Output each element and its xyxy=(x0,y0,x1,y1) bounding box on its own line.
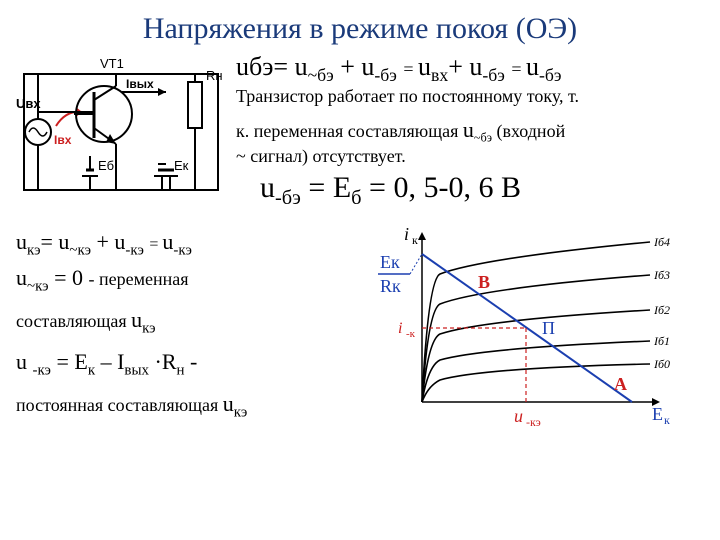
svg-text:-кэ: -кэ xyxy=(526,415,541,429)
svg-text:П: П xyxy=(542,318,555,338)
svg-text:E: E xyxy=(652,404,663,424)
svg-text:Uвх: Uвх xyxy=(16,96,41,111)
svg-text:u: u xyxy=(514,406,523,426)
svg-text:Iб2: Iб2 xyxy=(653,303,670,317)
circuit-diagram: VT1 Rн Uвх Iвх Iвых Еб Ек xyxy=(16,52,226,222)
svg-text:i: i xyxy=(404,226,409,244)
equation-uke-dc: u -кэ = Ек – Iвых ·Rн - xyxy=(16,346,376,382)
svg-text:-к: -к xyxy=(406,328,416,340)
svg-text:Ек: Ек xyxy=(174,158,189,173)
page-title: Напряжения в режиме покоя (ОЭ) xyxy=(16,12,704,46)
svg-text:Iб3: Iб3 xyxy=(653,268,670,282)
note-line-3: ~ сигнал) отсутствует. xyxy=(236,146,704,167)
svg-text:Iвых: Iвых xyxy=(126,77,154,91)
equation-eb: u-бэ = Еб = 0, 5-0, 6 В xyxy=(260,171,704,210)
iv-characteristics-chart: iкEкEкRкIб0Iб1Iб2Iб3Iб4ВПАi-кu-кэ xyxy=(376,226,704,446)
text-ac-component: составляющая uкэ xyxy=(16,304,376,340)
svg-text:Еб: Еб xyxy=(98,158,114,173)
equation-uke: uкэ= u~кэ + u-кэ = u-кэ xyxy=(16,226,376,262)
svg-text:к: к xyxy=(412,233,418,247)
svg-text:Iб1: Iб1 xyxy=(653,334,670,348)
equation-ube: uбэ= u~бэ + u-бэ = uвх+ u-бэ = u-бэ xyxy=(236,52,704,86)
svg-text:Iб0: Iб0 xyxy=(653,357,670,371)
note-line-2: к. переменная составляющая u~бэ (входной xyxy=(236,117,704,146)
svg-text:Iб4: Iб4 xyxy=(653,235,670,249)
text-dc-component: постоянная составляющая uкэ xyxy=(16,388,376,424)
svg-text:Rк: Rк xyxy=(380,276,401,296)
svg-text:i: i xyxy=(398,320,402,337)
svg-text:Iвх: Iвх xyxy=(54,133,72,147)
note-line-1: Транзистор работает по постоянному току,… xyxy=(236,86,704,107)
svg-text:VT1: VT1 xyxy=(100,56,124,71)
svg-text:к: к xyxy=(664,413,670,427)
equation-uke-ac: u~кэ = 0 - переменная xyxy=(16,262,376,298)
svg-text:Rн: Rн xyxy=(206,68,223,83)
svg-text:А: А xyxy=(614,374,627,394)
svg-text:Eк: Eк xyxy=(380,252,400,272)
svg-text:В: В xyxy=(478,272,490,292)
